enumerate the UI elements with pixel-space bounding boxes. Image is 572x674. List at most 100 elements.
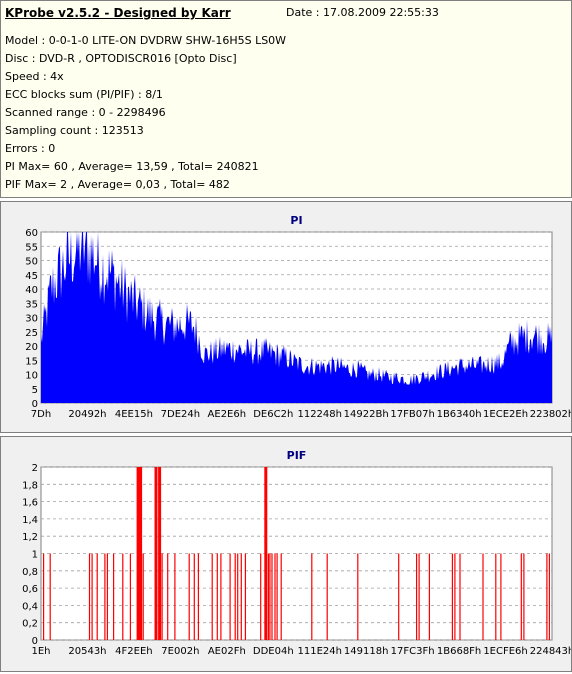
pi-chart-panel: 0 5 10 15 20 25 30 35 40 45 50 55 60 7Dh 20492h 4EE15h 7… [0, 201, 572, 433]
y-tick-label: 0,6 [22, 584, 38, 595]
pif-bar [416, 553, 418, 640]
pif-bar [237, 553, 239, 640]
pif-bar [326, 553, 328, 640]
pif-bar [548, 553, 550, 640]
x-tick-label: 17FB07h [390, 409, 434, 420]
x-tick-label: 20492h [68, 409, 106, 420]
pif-bar [451, 553, 453, 640]
pif-bar [229, 553, 231, 640]
pif-bar [167, 553, 169, 640]
app-title: KProbe v2.5.2 - Designed by Karr [5, 6, 231, 20]
pif-bar [174, 553, 176, 640]
model-line: Model : 0-0-1-0 LITE-ON DVDRW SHW-16H5S … [5, 34, 287, 47]
pif-bar [136, 467, 140, 640]
y-tick-label: 0 [32, 636, 38, 647]
ecc-line: ECC blocks sum (PI/PIF) : 8/1 [5, 88, 163, 101]
x-tick-label: 4EE15h [115, 409, 153, 420]
pif-bar [139, 467, 143, 640]
pif-bar [280, 553, 282, 640]
x-tick-label: 7DE24h [161, 409, 200, 420]
pif-bar [240, 553, 242, 640]
pif-bar [454, 553, 456, 640]
y-tick-label: 0,4 [22, 601, 38, 612]
y-tick-label: 15 [25, 356, 38, 367]
pif-bar [234, 553, 236, 640]
pi-summary-line: PI Max= 60 , Average= 13,59 , Total= 240… [5, 160, 259, 173]
x-tick-label: 112248h [297, 409, 342, 420]
pif-bar [106, 553, 108, 640]
pif-bar [122, 553, 124, 640]
pif-bar [161, 553, 163, 640]
pif-bar [523, 553, 525, 640]
chart-title: PIF [287, 449, 307, 462]
pif-bar [398, 553, 400, 640]
chart-title: PI [290, 214, 302, 227]
y-tick-label: 2 [32, 463, 38, 474]
pif-bar [104, 553, 106, 640]
pif-bar [274, 553, 276, 640]
pif-bar [211, 553, 213, 640]
x-tick-label: 1ECFE6h [483, 646, 527, 657]
pif-bar [142, 553, 144, 640]
y-tick-label: 1,4 [22, 515, 38, 526]
errors-line: Errors : 0 [5, 142, 56, 155]
pif-bar [49, 553, 51, 640]
sampling-count-line: Sampling count : 123513 [5, 124, 144, 137]
pif-bar [154, 467, 158, 640]
y-tick-label: 5 [32, 385, 38, 396]
x-tick-label: 149118h [344, 646, 389, 657]
disc-line: Disc : DVD-R , OPTODISCR016 [Opto Disc] [5, 52, 237, 65]
x-tick-label: AE02Fh [208, 646, 246, 657]
pif-chart-panel: 0 0,2 0,4 0,6 0,8 1 1,2 1,4 1,6 1,8 2 1Eh 20543h 4F2E… [0, 436, 572, 672]
pif-bar [188, 553, 190, 640]
pif-bar [91, 553, 93, 640]
pif-bar [269, 553, 271, 640]
pif-bar [244, 553, 246, 640]
y-tick-label: 55 [25, 242, 38, 253]
pif-bar [276, 553, 278, 640]
x-tick-label: 7E002h [161, 646, 199, 657]
y-tick-label: 30 [25, 314, 38, 325]
y-tick-label: 1,8 [22, 480, 38, 491]
scanned-range-line: Scanned range : 0 - 2298496 [5, 106, 166, 119]
x-tick-label: 17FC3Fh [391, 646, 435, 657]
y-tick-label: 50 [25, 257, 38, 268]
y-tick-label: 25 [25, 328, 38, 339]
y-tick-label: 60 [25, 228, 38, 239]
pif-bar [158, 467, 162, 640]
x-tick-label: 1B668Fh [437, 646, 481, 657]
pif-summary-line: PIF Max= 2 , Average= 0,03 , Total= 482 [5, 178, 230, 191]
y-tick-label: 45 [25, 271, 38, 282]
pif-bar [500, 553, 502, 640]
x-tick-label: 14922Bh [344, 409, 389, 420]
pif-bar [428, 553, 430, 640]
pif-bar [459, 553, 461, 640]
pif-bar [482, 553, 484, 640]
y-tick-label: 10 [25, 371, 38, 382]
pif-bar [357, 553, 359, 640]
y-tick-label: 0,8 [22, 567, 38, 578]
y-tick-label: 35 [25, 299, 38, 310]
pif-bar [271, 553, 273, 640]
x-tick-label: 223802h [530, 409, 571, 420]
pi-chart: 0 5 10 15 20 25 30 35 40 45 50 55 60 7Dh 20492h 4EE15h 7… [25, 214, 572, 420]
x-tick-label: 1ECE2Eh [483, 409, 528, 420]
x-tick-label: 1Eh [31, 646, 50, 657]
x-tick-label: 7Dh [31, 409, 51, 420]
x-tick-label: 111E24h [297, 646, 341, 657]
y-tick-label: 1 [32, 550, 38, 561]
pif-bar [267, 553, 269, 640]
pif-bar [197, 553, 199, 640]
pif-bar [113, 553, 115, 640]
pif-bar [418, 553, 420, 640]
x-tick-label: 224843h [530, 646, 571, 657]
y-tick-label: 1,6 [22, 498, 38, 509]
pi-series-area [41, 232, 552, 403]
pif-bar [96, 553, 98, 640]
x-tick-label: AE2E6h [208, 409, 247, 420]
y-tick-label: 1,2 [22, 532, 38, 543]
x-tick-label: 20543h [68, 646, 106, 657]
scan-date: Date : 17.08.2009 22:55:33 [286, 6, 439, 19]
y-tick-label: 0,2 [22, 619, 38, 630]
pif-bar [311, 553, 313, 640]
